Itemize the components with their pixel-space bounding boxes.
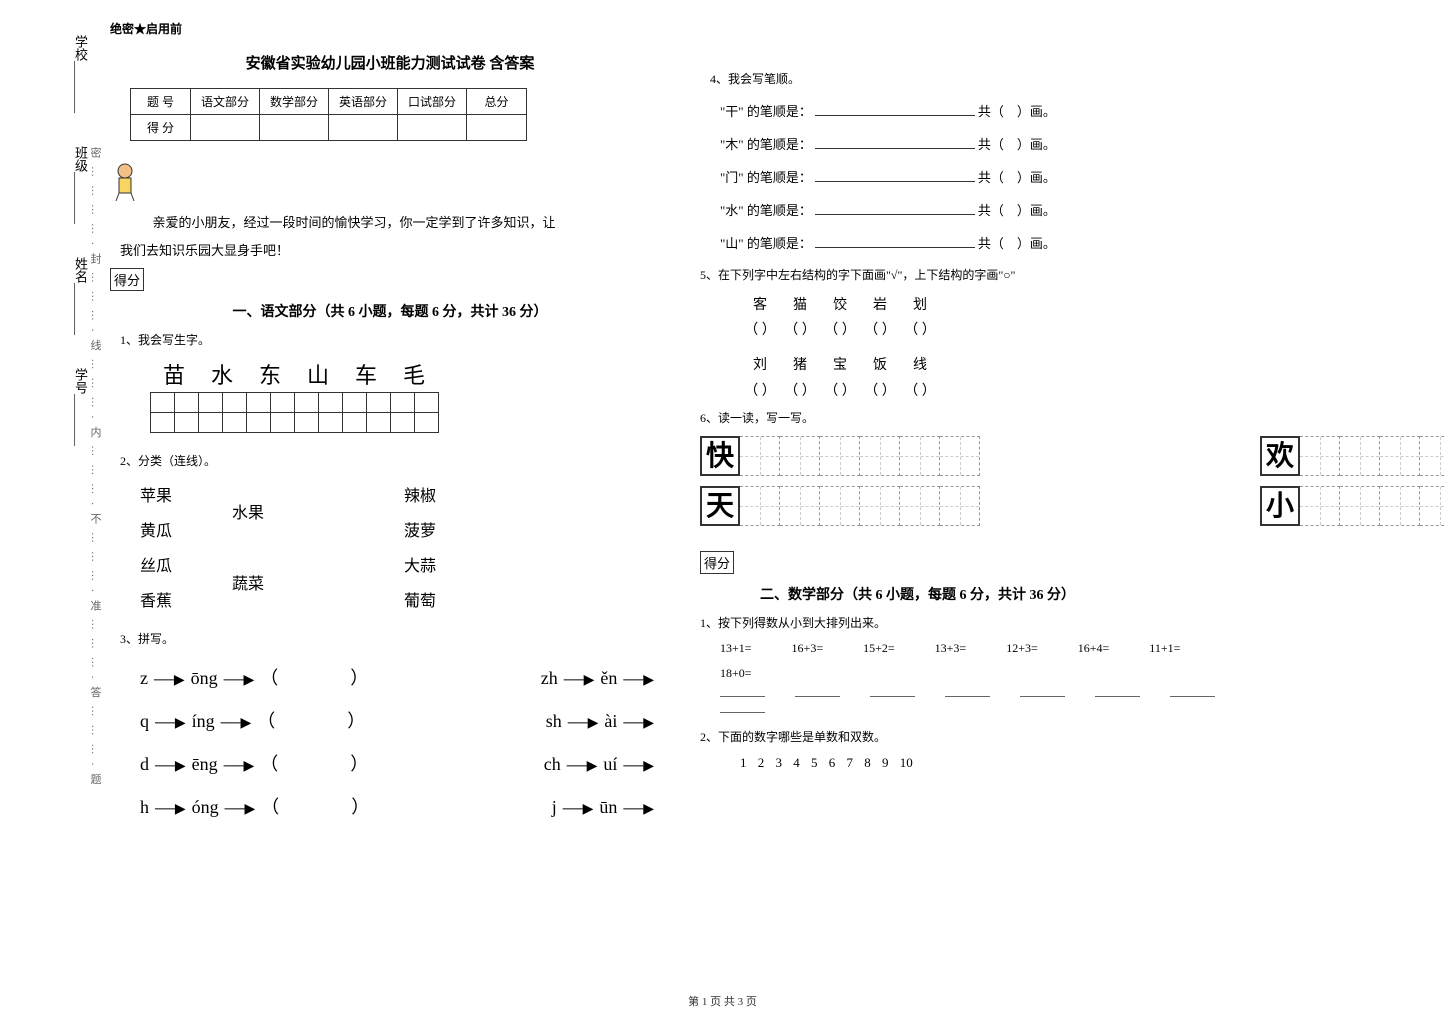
q5-row2: 刘猪宝饭线	[740, 353, 1420, 378]
q5-row1: 客猫饺岩划	[740, 293, 1420, 318]
left-column: 绝密★启用前 安徽省实验幼儿园小班能力测试试卷 含答案 题 号 语文部分 数学部…	[110, 20, 670, 829]
score-cell	[329, 115, 398, 141]
stroke-row: "门" 的笔顺是：共（ ）画。	[720, 167, 1420, 186]
cat-item: 苹果	[140, 479, 172, 514]
stroke-row: "干" 的笔顺是：共（ ）画。	[720, 101, 1420, 120]
page-footer: 第 1 页 共 3 页	[0, 993, 1445, 1009]
sort-blanks	[720, 696, 1420, 697]
big-char: 欢	[1260, 436, 1300, 476]
big-char: 小	[1260, 486, 1300, 526]
pinyin-row: q──▶íng──▶（ ） sh──▶ài──▶	[140, 700, 660, 743]
char: 山	[294, 358, 342, 390]
stroke-row: "木" 的笔顺是：共（ ）画。	[720, 134, 1420, 153]
q2-label: 2、分类（连线）。	[120, 452, 670, 469]
score-cell: 口试部分	[398, 89, 467, 115]
seal-line-text: 密………….封……….线……….内……….不……….准……….答……….题	[87, 20, 103, 920]
score-cell: 数学部分	[260, 89, 329, 115]
exam-title: 安徽省实验幼儿园小班能力测试试卷 含答案	[110, 52, 670, 73]
q1-grid	[150, 392, 439, 433]
score-cell: 题 号	[131, 89, 191, 115]
q3-content: z──▶ōng──▶（ ） zh──▶ěn──▶ q──▶íng──▶（ ） s…	[140, 657, 670, 830]
math-equations: 13+1= 16+3= 15+2= 13+3= 12+3= 16+4= 11+1…	[720, 641, 1420, 656]
pinyin-row: h──▶óng──▶（ ） j──▶ūn──▶	[140, 786, 660, 829]
score-cell	[398, 115, 467, 141]
cat-item: 葡萄	[404, 584, 436, 619]
score-cell	[467, 115, 527, 141]
sort-blanks-2	[720, 712, 1420, 713]
score-cell	[260, 115, 329, 141]
intro-text-2: 我们去知识乐园大显身手吧！	[120, 239, 670, 262]
intro-text-1: 亲爱的小朋友，经过一段时间的愉快学习，你一定学到了许多知识，让	[120, 211, 670, 234]
q4-label: 4、我会写笔顺。	[710, 70, 1420, 87]
math-equations-2: 18+0=	[720, 666, 1420, 681]
score-cell: 得 分	[131, 115, 191, 141]
binding-sidebar: 学校________ 班级________ 姓名________ 学号_____…	[50, 20, 90, 920]
char: 水	[198, 358, 246, 390]
pinyin-row: z──▶ōng──▶（ ） zh──▶ěn──▶	[140, 657, 660, 700]
section-1-header: 一、语文部分（共 6 小题，每题 6 分，共计 36 分）	[110, 301, 670, 321]
q3-label: 3、拼写。	[120, 630, 670, 647]
q5-paren1: （ ）（ ）（ ）（ ）（ ）	[740, 318, 1420, 343]
cat-item: 香蕉	[140, 584, 172, 619]
tianzige-row-1: 快 欢	[700, 436, 1420, 476]
q6-label: 6、读一读，写一写。	[700, 409, 1420, 426]
char: 车	[342, 358, 390, 390]
tianzige-row-2: 天 小	[700, 486, 1420, 526]
char: 东	[246, 358, 294, 390]
score-badge-1: 得分	[110, 268, 144, 291]
section-2-header: 二、数学部分（共 6 小题，每题 6 分，共计 36 分）	[760, 584, 1420, 604]
score-cell: 语文部分	[191, 89, 260, 115]
cat-item: 菠萝	[404, 514, 436, 549]
math-q1-label: 1、按下列得数从小到大排列出来。	[700, 614, 1420, 631]
score-cell: 总分	[467, 89, 527, 115]
score-table: 题 号 语文部分 数学部分 英语部分 口试部分 总分 得 分	[130, 88, 527, 141]
numbers-list: 1 2 3 4 5 6 7 8 9 10	[740, 755, 1420, 771]
score-badge-2: 得分	[700, 551, 734, 574]
char: 苗	[150, 358, 198, 390]
cat-middle: 蔬菜	[232, 567, 264, 602]
q2-content: 苹果 黄瓜 丝瓜 香蕉 水果 蔬菜 辣椒 菠萝 大蒜 葡萄	[140, 479, 670, 620]
char: 毛	[390, 358, 438, 390]
q5-paren2: （ ）（ ）（ ）（ ）（ ）	[740, 379, 1420, 404]
cat-item: 丝瓜	[140, 549, 172, 584]
score-cell	[191, 115, 260, 141]
score-cell: 英语部分	[329, 89, 398, 115]
q1-label: 1、我会写生字。	[120, 331, 670, 348]
big-char: 快	[700, 436, 740, 476]
q5-label: 5、在下列字中左右结构的字下面画"√"，上下结构的字画"○"	[700, 266, 1420, 283]
math-q2-label: 2、下面的数字哪些是单数和双数。	[700, 728, 1420, 745]
cat-item: 辣椒	[404, 479, 436, 514]
stroke-row: "山" 的笔顺是：共（ ）画。	[720, 233, 1420, 252]
cartoon-icon	[110, 161, 140, 201]
main-content: 绝密★启用前 安徽省实验幼儿园小班能力测试试卷 含答案 题 号 语文部分 数学部…	[110, 20, 1430, 829]
stroke-row: "水" 的笔顺是：共（ ）画。	[720, 200, 1420, 219]
q1-chars: 苗 水 东 山 车 毛	[150, 358, 670, 390]
pinyin-row: d──▶ēng──▶（ ） ch──▶uí──▶	[140, 743, 660, 786]
cat-item: 大蒜	[404, 549, 436, 584]
cat-item: 黄瓜	[140, 514, 172, 549]
right-column: 4、我会写笔顺。 "干" 的笔顺是：共（ ）画。 "木" 的笔顺是：共（ ）画。…	[700, 20, 1420, 829]
cat-middle: 水果	[232, 496, 264, 531]
big-char: 天	[700, 486, 740, 526]
secret-mark: 绝密★启用前	[110, 20, 670, 37]
